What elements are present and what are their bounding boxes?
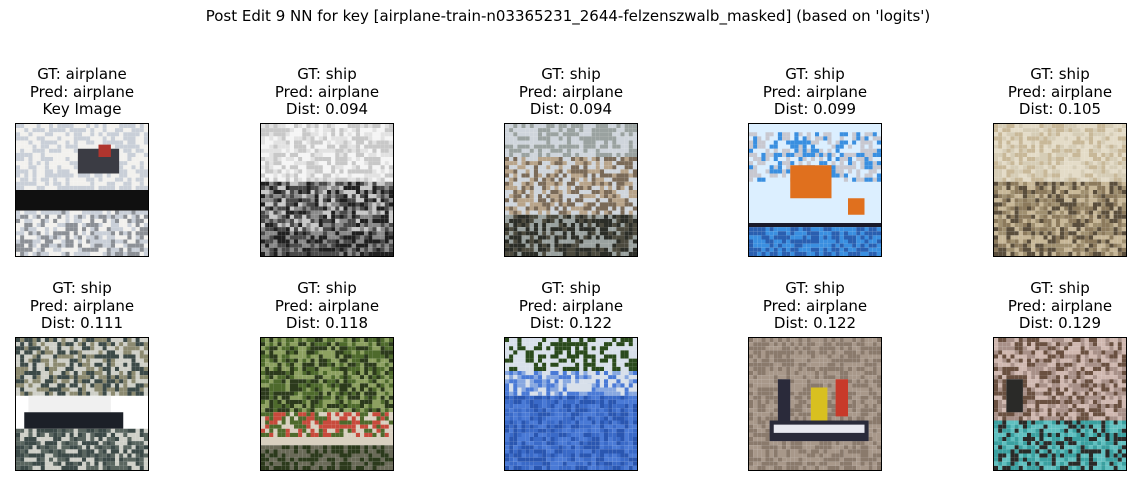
key-image-airplane [16,124,148,256]
panel-caption: GT: ship Pred: airplane Dist: 0.094 [200,65,454,119]
neighbor-image [504,123,638,257]
neighbor-image [260,123,394,257]
panel-caption: GT: ship Pred: airplane Dist: 0.122 [444,279,698,333]
pred-label: Pred: airplane [29,296,135,315]
gt-label: GT: ship [297,279,357,297]
neighbor-image [993,337,1127,471]
distance-label: Dist: 0.111 [40,314,124,332]
neighbor-image-crowded-boat [261,338,393,470]
panel-caption: GT: ship Pred: airplane Dist: 0.099 [688,65,942,119]
gt-label: GT: ship [297,65,357,83]
gt-label: GT: ship [52,279,112,297]
neighbor-image-speedboat [505,338,637,470]
panel-caption: GT: ship Pred: airplane Dist: 0.094 [444,65,698,119]
gt-label: GT: ship [541,279,601,297]
gt-label: GT: ship [1030,65,1090,83]
distance-label: Dist: 0.122 [529,314,613,332]
distance-label: Dist: 0.129 [1018,314,1102,332]
gt-label: GT: ship [785,279,845,297]
pred-label: Pred: airplane [1007,82,1113,101]
pred-label: Pred: airplane [274,296,380,315]
pred-label: Pred: airplane [762,296,868,315]
neighbor-image-sailing-ship-painting [994,124,1126,256]
gt-label: GT: ship [1030,279,1090,297]
gt-label: GT: airplane [37,65,127,83]
panel-caption: GT: ship Pred: airplane Dist: 0.122 [688,279,942,333]
neighbor-image-inflatable-boat [749,338,881,470]
neighbor-image-crane-ship [749,124,881,256]
gt-label: GT: ship [541,65,601,83]
distance-label: Dist: 0.094 [529,100,613,118]
key-image [15,123,149,257]
pred-label: Pred: airplane [274,82,380,101]
distance-label: Dist: 0.105 [1018,100,1102,118]
neighbor-image [15,337,149,471]
distance-label: Dist: 0.094 [285,100,369,118]
pred-label: Pred: airplane [518,82,624,101]
distance-label: Dist: 0.122 [773,314,857,332]
neighbor-image-grayscale-boat [261,124,393,256]
neighbor-image [748,123,882,257]
panel-caption: GT: ship Pred: airplane Dist: 0.105 [933,65,1136,119]
neighbor-image [504,337,638,471]
neighbor-image [748,337,882,471]
pred-label: Pred: airplane [29,82,135,101]
pred-label: Pred: airplane [762,82,868,101]
panel-caption: GT: ship Pred: airplane Dist: 0.118 [200,279,454,333]
pred-label: Pred: airplane [518,296,624,315]
neighbor-image-canal [505,124,637,256]
key-image-label: Key Image [42,100,122,118]
pred-label: Pred: airplane [1007,296,1113,315]
neighbor-image-patrol-boat [16,338,148,470]
gt-label: GT: ship [785,65,845,83]
distance-label: Dist: 0.099 [773,100,857,118]
figure-title: Post Edit 9 NN for key [airplane-train-n… [205,7,931,25]
neighbor-image [993,123,1127,257]
panel-caption: GT: airplane Pred: airplane Key Image [0,65,209,119]
neighbor-image [260,337,394,471]
panel-caption: GT: ship Pred: airplane Dist: 0.129 [933,279,1136,333]
neighbor-image-venice-gondola [994,338,1126,470]
distance-label: Dist: 0.118 [285,314,369,332]
panel-caption: GT: ship Pred: airplane Dist: 0.111 [0,279,209,333]
